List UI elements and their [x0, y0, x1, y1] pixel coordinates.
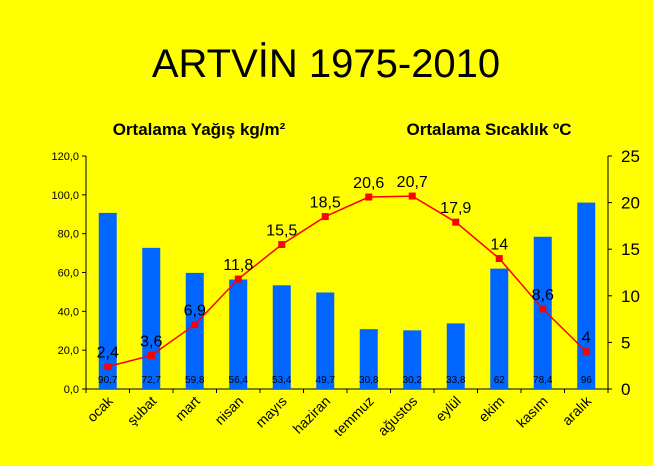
month-label: eylül: [432, 393, 464, 425]
precipitation-bar: [446, 323, 465, 389]
bar-data-labels: 90,7 72,7 59,8 56,4 53,4 49,7 30,8 30,2 33,8 62 78…: [98, 375, 592, 386]
precipitation-value-label: 56,4: [229, 375, 249, 386]
right-tick-label: 5: [621, 333, 630, 352]
left-tick-label: 100,0: [51, 190, 79, 202]
left-tick-label: 120,0: [51, 151, 79, 163]
precipitation-bar: [98, 212, 117, 389]
precipitation-value-label: 96: [581, 375, 593, 386]
temperature-point: [539, 305, 547, 313]
precipitation-value-label: 59,8: [185, 375, 205, 386]
temperature-value-label: 14: [490, 237, 508, 254]
precipitation-bar: [316, 292, 335, 389]
right-tick-label: 10: [621, 287, 640, 306]
temperature-point: [321, 213, 329, 221]
line-data-labels: 2,4 3,6 6,9 11,8 15,5 18,5 20,6 20,7 17,9 14 8,6 4: [97, 174, 591, 362]
month-label: haziran: [290, 393, 334, 437]
temperature-value-label: 11,8: [223, 257, 253, 274]
right-tick-label: 0: [621, 380, 630, 399]
temperature-value-label: 15,5: [266, 223, 297, 240]
precipitation-axis-title: Ortalama Yağış kg/m²: [113, 120, 286, 139]
precipitation-bar: [185, 272, 204, 389]
precipitation-value-label: 33,8: [446, 375, 466, 386]
month-label: temmuz: [330, 393, 377, 440]
month-label: mart: [172, 393, 203, 424]
bar-series: [98, 202, 596, 389]
precipitation-value-label: 62: [494, 375, 506, 386]
month-label: ağustos: [374, 393, 420, 439]
right-tick-label: 20: [621, 194, 640, 213]
category-labels: ocak şubat mart nisan mayıs hazirantemmuzağus…: [84, 392, 595, 439]
temperature-value-label: 20,6: [353, 175, 384, 192]
precipitation-bar: [272, 285, 291, 389]
month-label: aralık: [559, 392, 595, 428]
month-label: ocak: [84, 392, 117, 425]
precipitation-bar: [359, 329, 378, 389]
temperature-value-label: 2,4: [97, 345, 119, 362]
precipitation-value-label: 72,7: [142, 375, 162, 386]
temperature-point: [278, 241, 286, 249]
precipitation-value-label: 53,4: [272, 375, 292, 386]
temperature-value-label: 18,5: [310, 195, 341, 212]
temperature-point: [147, 351, 155, 359]
temperature-axis-title: Ortalama Sıcaklık ºC: [407, 120, 572, 139]
temperature-point: [104, 363, 112, 371]
temperature-value-label: 4: [582, 330, 591, 347]
precipitation-value-label: 30,8: [359, 375, 379, 386]
left-tick-label: 80,0: [58, 229, 79, 241]
temperature-point: [495, 255, 503, 263]
temperature-value-label: 17,9: [440, 200, 471, 217]
precipitation-bar: [403, 330, 422, 389]
month-label: nisan: [211, 393, 246, 428]
month-label: kasım: [513, 393, 551, 431]
precipitation-value-label: 78,4: [533, 375, 553, 386]
left-tick-label: 20,0: [58, 345, 79, 357]
precipitation-value-label: 90,7: [98, 375, 118, 386]
month-label: şubat: [124, 393, 160, 429]
temperature-point: [365, 193, 373, 201]
precipitation-bar: [229, 279, 248, 389]
line-series: [104, 192, 590, 371]
chart-title: ARTVİN 1975-2010: [152, 41, 500, 86]
precipitation-value-label: 49,7: [316, 375, 336, 386]
temperature-point: [408, 192, 416, 200]
month-label: mayıs: [252, 393, 290, 431]
temperature-point: [191, 321, 199, 329]
precipitation-bar: [142, 247, 161, 389]
left-tick-label: 40,0: [58, 306, 79, 318]
right-tick-label: 25: [621, 147, 640, 166]
temperature-point: [452, 218, 460, 226]
precipitation-value-label: 30,2: [403, 375, 423, 386]
temperature-value-label: 6,9: [184, 303, 206, 320]
temperature-point: [234, 275, 242, 283]
precipitation-bar: [577, 202, 596, 389]
temperature-line: [107, 195, 587, 368]
left-tick-label: 60,0: [58, 268, 79, 280]
precipitation-bar: [533, 236, 552, 389]
axes: 0,0 20,0 40,0 60,0 80,0 100,0 120,0 0 5 10 15 20 25: [51, 147, 639, 399]
month-label: ekim: [475, 393, 507, 425]
left-tick-label: 0,0: [64, 384, 79, 396]
temperature-value-label: 3,6: [140, 333, 162, 350]
precipitation-bar: [490, 268, 509, 389]
temperature-value-label: 8,6: [532, 287, 554, 304]
temperature-value-label: 20,7: [397, 174, 428, 191]
right-tick-label: 15: [621, 240, 640, 259]
temperature-point: [582, 348, 590, 356]
